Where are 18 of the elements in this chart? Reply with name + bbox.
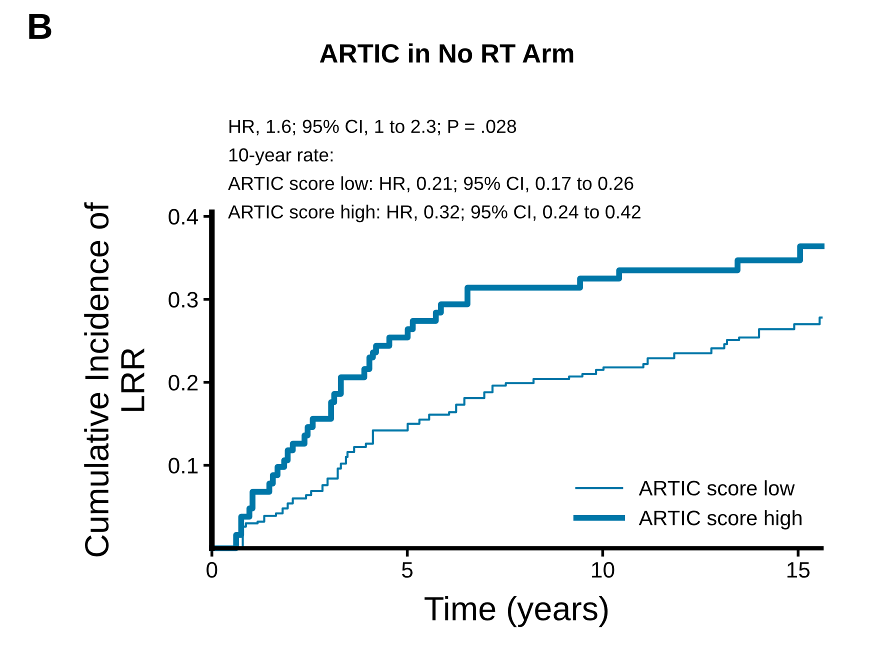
text: 10-year rate: bbox=[229, 148, 333, 166]
x-tick-label: 0 bbox=[206, 562, 218, 578]
x-tick-label: 15 bbox=[787, 562, 810, 578]
y-tick-label: 0.1 bbox=[168, 458, 198, 474]
legend-label: ARTIC score high bbox=[638, 510, 802, 530]
text: B bbox=[29, 14, 52, 39]
y-tick-label: 0.3 bbox=[168, 292, 198, 308]
annotation: ARTIC score high: HR, 0.32; 95% CI, 0.24 to 0.42 bbox=[228, 204, 640, 222]
text: HR, 1.6; 95% CI, 1 to 2.3; P = .028 bbox=[230, 120, 516, 136]
y-axis-title: Cumulative Incidence of LRR bbox=[84, 202, 144, 556]
x-tick-label: 5 bbox=[402, 562, 413, 578]
text: ARTIC score low: HR, 0.21; 95% CI, 0.17 to 0.26 bbox=[228, 176, 634, 192]
y-tick-label: 0.2 bbox=[168, 374, 198, 391]
legend-label: ARTIC score low bbox=[638, 480, 795, 496]
y-tick-label: 0.4 bbox=[168, 208, 198, 225]
x-axis-title: Time (years) bbox=[424, 596, 608, 628]
x-tick-label: 10 bbox=[592, 562, 614, 578]
chart-title: ARTIC in No RT Arm bbox=[320, 43, 574, 63]
